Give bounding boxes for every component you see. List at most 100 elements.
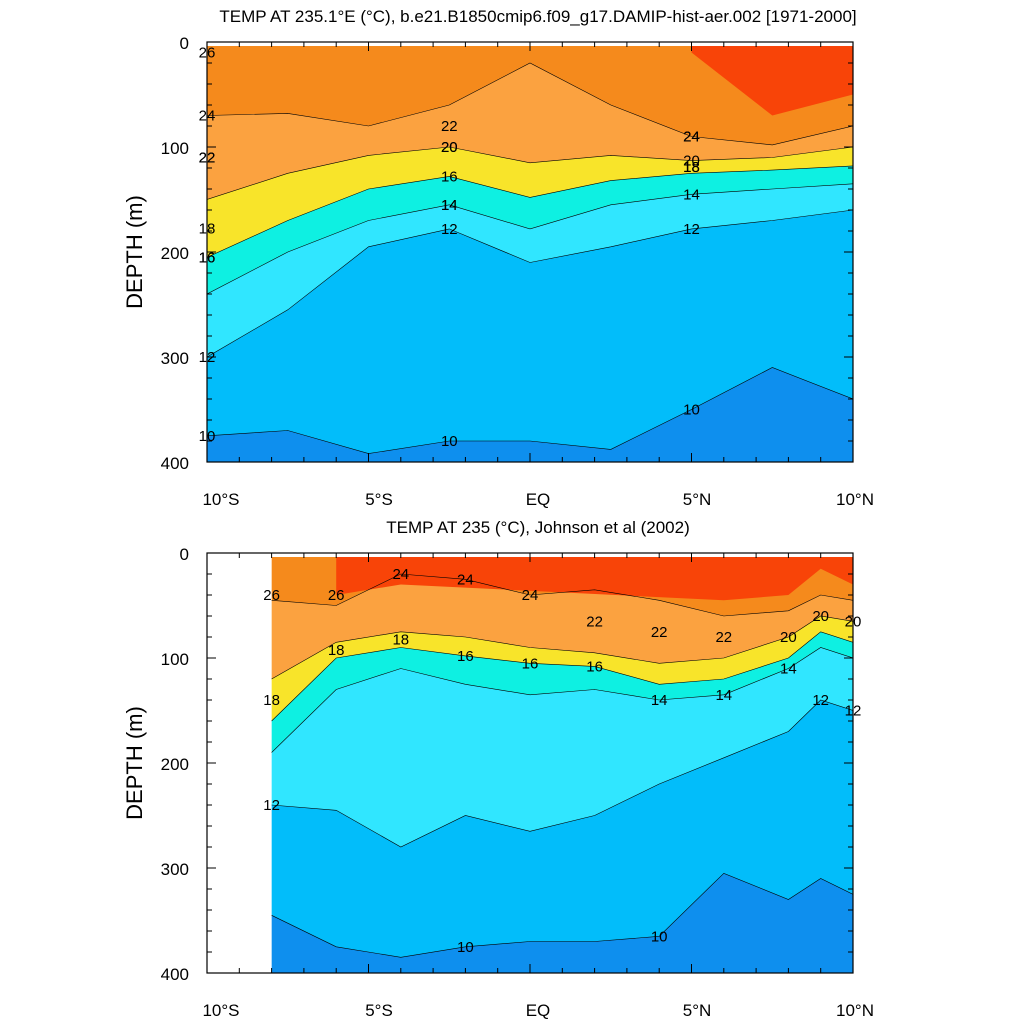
contour-label: 20	[441, 139, 458, 156]
isotherm-24	[271, 573, 853, 617]
panel-2-temperature-field	[207, 553, 853, 973]
contour-label: 16	[586, 658, 603, 675]
contour-label: 26	[263, 587, 280, 604]
panel-1-y-tick: 200	[161, 244, 189, 263]
temperature-band	[271, 647, 853, 847]
warm-pool-26c	[691, 46, 853, 116]
panel-2-ticks	[206, 552, 854, 974]
panel-1-title: TEMP AT 235.1°E (°C), b.e21.B1850cmip6.f…	[219, 7, 856, 26]
panel-1-y-tick: 100	[161, 139, 189, 158]
contour-label: 18	[683, 159, 700, 176]
panel-1-y-tick: 300	[161, 349, 189, 368]
warm-pool-26c	[336, 557, 853, 601]
contour-label: 10	[457, 939, 474, 956]
contour-label: 14	[683, 186, 700, 203]
isotherm-20	[207, 146, 853, 200]
panel-2: TEMP AT 235 (°C), Johnson et al (2002) D…	[122, 518, 874, 1020]
panel-2-x-tick: 10°N	[836, 1001, 874, 1020]
isotherm-10	[207, 367, 853, 454]
isotherm-12	[207, 209, 853, 358]
panel-2-y-tick: 100	[161, 650, 189, 669]
contour-label: 18	[392, 632, 409, 649]
contour-label: 24	[683, 129, 700, 146]
contour-label: 10	[651, 928, 668, 945]
panel-1-temperature-field	[207, 46, 853, 462]
panel-2-title: TEMP AT 235 (°C), Johnson et al (2002)	[386, 518, 690, 537]
contour-label: 10	[683, 402, 700, 419]
panel-1-x-tick: 5°S	[365, 490, 393, 509]
contour-label: 20	[812, 608, 829, 625]
panel-1-x-tick: 10°N	[836, 490, 874, 509]
isotherm-10	[271, 872, 853, 958]
contour-label: 24	[392, 566, 409, 583]
contour-label: 14	[715, 687, 732, 704]
contour-label: 16	[457, 648, 474, 665]
contour-label: 22	[715, 629, 732, 646]
contour-label: 18	[683, 159, 700, 176]
temperature-band	[271, 873, 853, 973]
panel-1-y-tick: 400	[161, 454, 189, 473]
panel-1-ticks	[206, 41, 854, 463]
temperature-band	[207, 63, 853, 200]
no-data-region	[207, 553, 272, 973]
panel-2-x-tick: EQ	[526, 1001, 551, 1020]
panel-2-x-tick: 5°S	[365, 1001, 393, 1020]
panel-1-y-tick: 0	[180, 34, 189, 53]
contour-label: 12	[263, 797, 280, 814]
temperature-band	[207, 46, 853, 145]
panel-2-y-axis-label: DEPTH (m)	[122, 706, 147, 820]
panel-1: TEMP AT 235.1°E (°C), b.e21.B1850cmip6.f…	[122, 7, 874, 509]
isotherm-16	[271, 631, 853, 722]
panel-1-contour-lines	[207, 62, 853, 454]
contour-label: 22	[441, 118, 458, 135]
contour-label: 18	[263, 692, 280, 709]
contour-label: 14	[441, 197, 458, 214]
panel-1-x-tick: 5°N	[683, 490, 712, 509]
isotherm-14	[271, 647, 853, 753]
contour-label: 10	[441, 433, 458, 450]
isotherm-16	[207, 165, 853, 258]
panel-2-y-tick: 0	[180, 545, 189, 564]
temperature-band	[271, 631, 853, 753]
contour-label: 14	[651, 692, 668, 709]
contour-label: 18	[328, 642, 345, 659]
contour-label: 12	[812, 692, 829, 709]
temperature-band	[207, 210, 853, 454]
panel-2-y-tick: 200	[161, 755, 189, 774]
contour-label: 24	[522, 587, 539, 604]
contour-label: 12	[441, 221, 458, 238]
contour-label: 22	[651, 624, 668, 641]
isotherm-24	[207, 62, 853, 146]
panel-2-y-tick: 400	[161, 965, 189, 984]
temperature-band	[207, 165, 853, 294]
temperature-band	[271, 700, 853, 958]
contour-label: 16	[441, 168, 458, 185]
temperature-band	[207, 147, 853, 258]
contour-label: 20	[441, 139, 458, 156]
panel-2-y-tick: 300	[161, 860, 189, 879]
contour-label: 24	[683, 129, 700, 146]
contour-label: 20	[780, 629, 797, 646]
contour-label: 26	[328, 587, 345, 604]
panel-2-x-tick: 5°N	[683, 1001, 712, 1020]
contour-label: 24	[457, 571, 474, 588]
temperature-band	[207, 367, 853, 462]
panel-2-contour-lines	[271, 573, 853, 958]
isotherm-20	[271, 615, 853, 680]
panel-1-x-tick: EQ	[526, 490, 551, 509]
contour-label: 16	[522, 655, 539, 672]
panel-1-x-tick: 10°S	[202, 490, 239, 509]
temperature-band	[271, 574, 853, 679]
temperature-band	[207, 183, 853, 357]
contour-label: 20	[683, 153, 700, 170]
isotherm-14	[207, 183, 853, 295]
isotherm-12	[271, 699, 853, 848]
temperature-band	[271, 616, 853, 721]
panel-1-y-axis-label: DEPTH (m)	[122, 195, 147, 309]
contour-label: 12	[683, 221, 700, 238]
contour-label: 14	[441, 197, 458, 214]
contour-label: 22	[586, 613, 603, 630]
contour-label: 14	[780, 661, 797, 678]
